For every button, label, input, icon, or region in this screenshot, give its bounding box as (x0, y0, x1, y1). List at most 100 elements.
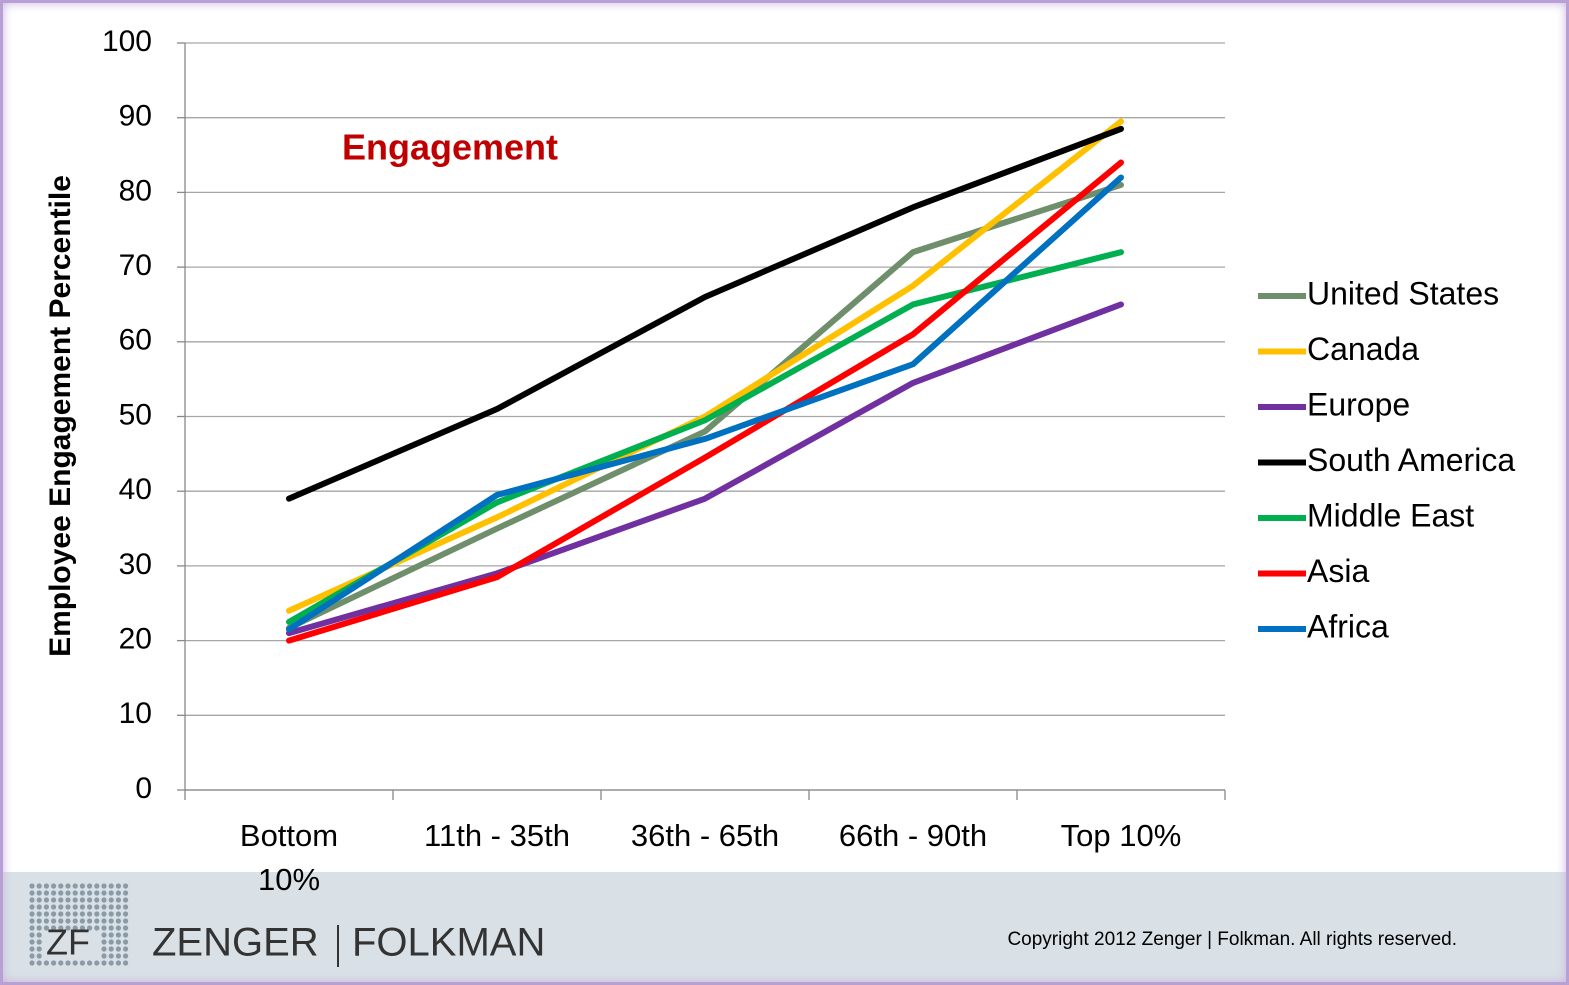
logo-dot (123, 890, 129, 896)
legend-label: Europe (1307, 386, 1410, 422)
logo-dot (79, 911, 85, 917)
brand-right: FOLKMAN (352, 921, 545, 965)
logo-dot (36, 925, 42, 931)
logo-dot (51, 911, 57, 917)
y-tick-label: 100 (102, 25, 152, 58)
logo-dot (79, 925, 85, 931)
logo-dot (43, 883, 50, 889)
footer-band (3, 872, 1566, 982)
logo-dot (101, 925, 107, 931)
logo-dot (43, 911, 50, 917)
logo-dot (29, 897, 35, 903)
legend-label: Canada (1307, 331, 1419, 367)
logo-dot (108, 960, 114, 966)
logo-dot (123, 953, 129, 959)
series-line (286, 301, 1124, 637)
logo-dot (101, 932, 107, 938)
logo-dot (87, 897, 93, 903)
logo-dot (101, 946, 107, 952)
logo-dot (123, 925, 129, 931)
logo-dot (94, 897, 100, 903)
series-line (286, 159, 1124, 644)
logo-dot (65, 897, 71, 903)
logo-dot (72, 911, 78, 917)
logo-dot (29, 911, 35, 917)
y-tick-label: 40 (119, 473, 152, 506)
logo-dot (51, 960, 57, 966)
y-tick-label: 80 (119, 174, 152, 207)
x-tick-label: 66th - 90th (838, 818, 988, 853)
logo-dot (65, 890, 71, 896)
logo-dot (115, 960, 121, 966)
logo-dot (123, 897, 129, 903)
logo-dot (65, 911, 71, 917)
logo-dot (29, 960, 35, 966)
series-line (286, 118, 1124, 614)
logo-dot (94, 960, 100, 966)
logo-dot (123, 960, 129, 966)
logo-dot (108, 932, 114, 938)
logo-dot (58, 897, 64, 903)
logo-dot (101, 918, 107, 924)
logo-dot (108, 925, 114, 931)
legend-label: Middle East (1307, 497, 1474, 533)
logo-dot (65, 960, 71, 966)
logo-dot (123, 883, 129, 889)
logo-dot (79, 918, 85, 924)
legend-label: South America (1307, 442, 1515, 478)
logo-dot (36, 946, 42, 952)
logo-dots (29, 883, 129, 966)
logo-dot (101, 911, 107, 917)
logo-dot (79, 904, 85, 910)
logo-dot (79, 897, 85, 903)
logo-dot (101, 953, 107, 959)
logo-dot (94, 883, 100, 889)
logo-dot (36, 953, 42, 959)
logo-dot (43, 904, 50, 910)
logo-dot (58, 883, 64, 889)
x-tick-label: Bottom 10% (239, 818, 339, 897)
y-tick-label: 10 (119, 697, 152, 730)
y-tick-label: 30 (119, 548, 152, 581)
brand-left: ZENGER (152, 921, 319, 965)
logo-dot (43, 925, 50, 931)
logo-dot (58, 918, 64, 924)
logo-dot (87, 904, 93, 910)
annotation: Engagement (342, 127, 558, 168)
logo-dot (94, 925, 100, 931)
logo-dot (101, 904, 107, 910)
logo-dot (36, 904, 42, 910)
y-axis-label: Employee Engagement Percentile (44, 175, 77, 657)
series-line (286, 174, 1124, 633)
logo-dot (65, 883, 71, 889)
logo-dot (58, 890, 64, 896)
logo-dot (79, 883, 85, 889)
logo-dot (115, 918, 121, 924)
logo-dot (79, 890, 85, 896)
logo-dot (108, 897, 114, 903)
logo-dot (115, 883, 121, 889)
logo-dot (43, 960, 50, 966)
logo-dot (29, 904, 35, 910)
logo-dot (115, 897, 121, 903)
logo-dot (36, 960, 42, 966)
logo-dot (36, 897, 42, 903)
logo-dot (36, 890, 42, 896)
y-tick-label: 60 (119, 324, 152, 357)
logo-dot (87, 890, 93, 896)
logo-dot (123, 946, 129, 952)
logo-dot (29, 932, 35, 938)
x-tick-label: 11th - 35th (424, 818, 570, 853)
logo-dot (123, 904, 129, 910)
logo-dot (36, 918, 42, 924)
logo-dot (72, 960, 78, 966)
logo-dot (87, 883, 93, 889)
logo-dot (58, 911, 64, 917)
logo-dot (36, 911, 42, 917)
logo-dot (29, 925, 35, 931)
logo-text: ZF (46, 922, 90, 963)
logo-dot (115, 932, 121, 938)
logo-dot (87, 911, 93, 917)
